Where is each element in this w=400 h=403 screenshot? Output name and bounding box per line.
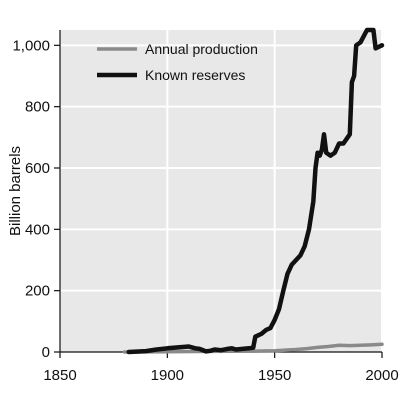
y-tick-label-4: 800 (25, 99, 50, 116)
y-tick-label-5: 1,000 (12, 37, 50, 54)
y-tick-label-1: 200 (25, 283, 50, 300)
x-tick-label-2: 1950 (258, 367, 291, 384)
x-tick-label-3: 2000 (365, 367, 398, 384)
grid-lines (60, 30, 383, 352)
tick-labels: 0 200 400 600 800 1,000 1850 1900 1950 2000 (12, 37, 398, 384)
x-tick-label-0: 1850 (43, 367, 76, 384)
plot-background (60, 30, 382, 352)
x-tick-label-1: 1900 (151, 367, 184, 384)
series-line-known-reserves (126, 27, 385, 355)
y-tick-label-3: 600 (25, 160, 50, 177)
series-lines (122, 27, 385, 355)
y-axis-title: Billion barrels (7, 146, 24, 236)
legend: Annual production Known reserves (97, 41, 258, 83)
legend-label-1: Known reserves (145, 67, 245, 83)
y-tick-label-0: 0 (42, 344, 50, 361)
legend-label-0: Annual production (145, 41, 258, 57)
y-tick-label-2: 400 (25, 221, 50, 238)
